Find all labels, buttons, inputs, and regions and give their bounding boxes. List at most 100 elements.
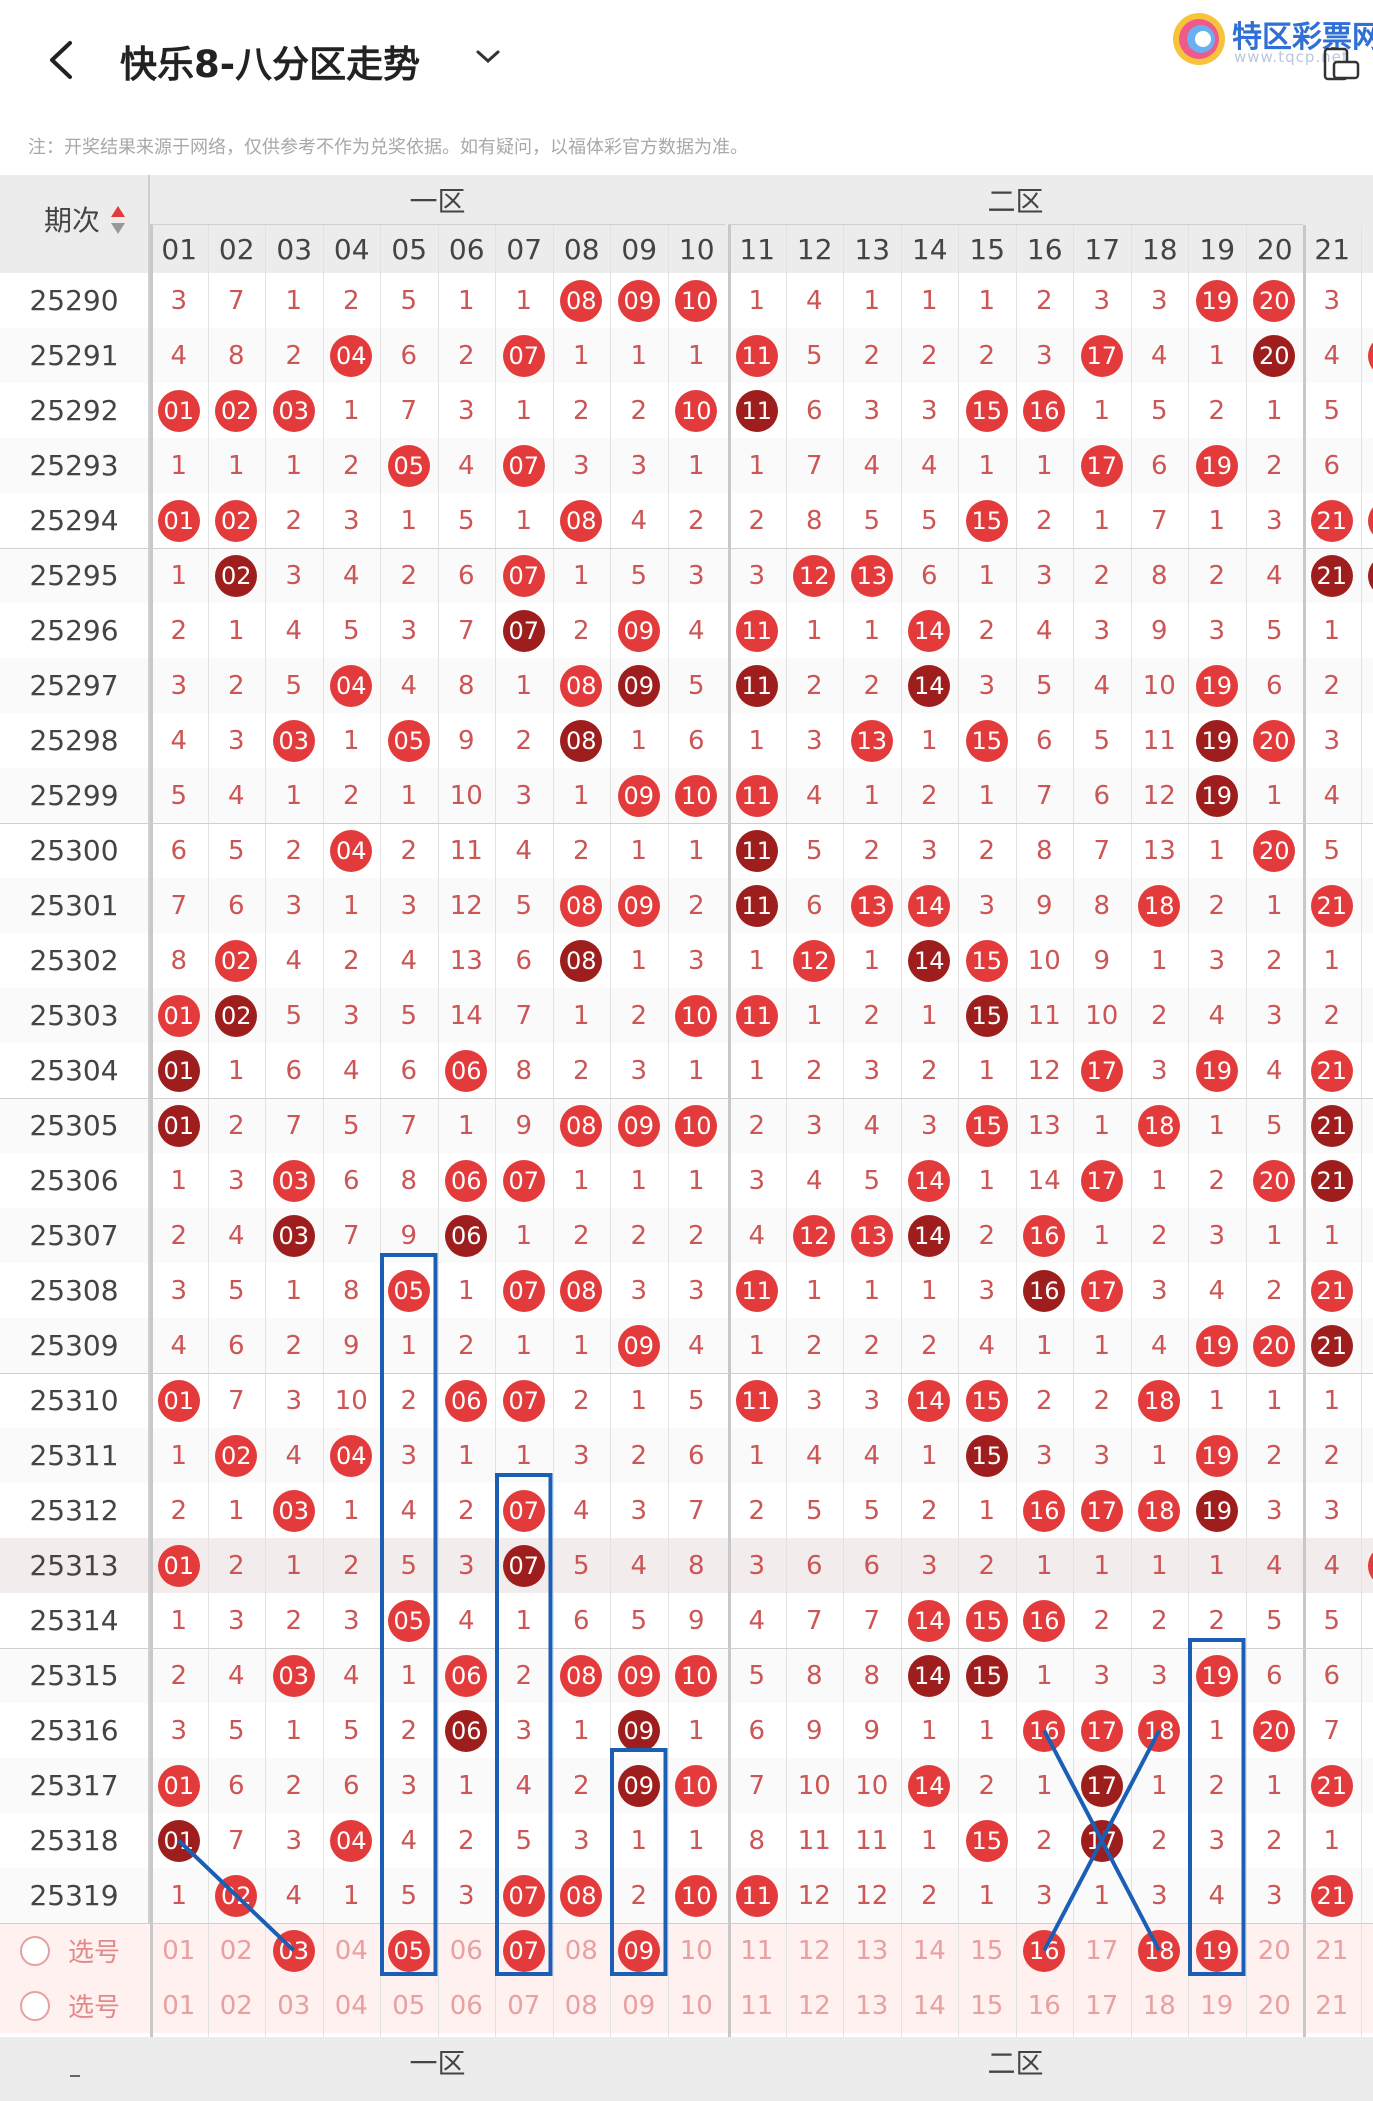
- hit-ball[interactable]: 16: [1023, 1709, 1066, 1752]
- hit-ball[interactable]: 09: [617, 1709, 660, 1752]
- hit-ball[interactable]: 11: [735, 884, 778, 927]
- hit-ball[interactable]: 20: [1253, 1324, 1296, 1367]
- hit-ball[interactable]: 22: [1368, 554, 1373, 597]
- select-number[interactable]: 09: [622, 1990, 656, 2021]
- hit-ball[interactable]: 12: [793, 939, 836, 982]
- hit-ball[interactable]: 02: [215, 1434, 258, 1477]
- hit-ball[interactable]: 11: [735, 664, 778, 707]
- hit-ball[interactable]: 07: [502, 1544, 545, 1587]
- hit-ball[interactable]: 11: [735, 994, 778, 1037]
- hit-ball[interactable]: 04: [330, 334, 373, 377]
- hit-ball[interactable]: 19: [1195, 719, 1238, 762]
- hit-ball[interactable]: 18: [1138, 1709, 1181, 1752]
- hit-ball[interactable]: 19: [1195, 1489, 1238, 1532]
- hit-ball[interactable]: 16: [1023, 1214, 1066, 1257]
- hit-ball[interactable]: 16: [1023, 1599, 1066, 1642]
- select-number[interactable]: 18: [1142, 1990, 1176, 2021]
- hit-ball[interactable]: 09: [617, 664, 660, 707]
- hit-ball[interactable]: 11: [735, 1379, 778, 1422]
- select-number[interactable]: 04: [334, 1990, 368, 2021]
- hit-ball[interactable]: 15: [965, 499, 1008, 542]
- hit-ball[interactable]: 09: [617, 1324, 660, 1367]
- select-number[interactable]: 10: [679, 1990, 713, 2021]
- select-number[interactable]: 15: [970, 1935, 1004, 1966]
- select-number[interactable]: 02: [219, 1935, 253, 1966]
- select-number[interactable]: 05: [392, 1990, 426, 2021]
- hit-ball[interactable]: 08: [560, 939, 603, 982]
- select-number[interactable]: 20: [1257, 1935, 1291, 1966]
- select-number[interactable]: 16: [1027, 1990, 1061, 2021]
- hit-ball[interactable]: 04: [330, 664, 373, 707]
- hit-ball[interactable]: 16: [1023, 1489, 1066, 1532]
- select-number[interactable]: 15: [970, 1990, 1004, 2021]
- hit-ball[interactable]: 02: [215, 389, 258, 432]
- hit-ball[interactable]: 21: [1310, 1764, 1353, 1807]
- sort-icon[interactable]: [110, 205, 126, 235]
- hit-ball[interactable]: 15: [965, 1654, 1008, 1697]
- chevron-down-icon[interactable]: [475, 48, 501, 66]
- hit-ball[interactable]: 22: [1368, 334, 1373, 377]
- hit-ball[interactable]: 21: [1310, 884, 1353, 927]
- hit-ball[interactable]: 06: [445, 1709, 488, 1752]
- select-number[interactable]: 13: [855, 1935, 889, 1966]
- hit-ball[interactable]: 11: [735, 774, 778, 817]
- hit-ball[interactable]: 14: [908, 884, 951, 927]
- hit-ball[interactable]: 10: [675, 1764, 718, 1807]
- hit-ball[interactable]: 07: [502, 1269, 545, 1312]
- hit-ball[interactable]: 10: [675, 389, 718, 432]
- hit-ball[interactable]: 17: [1080, 1049, 1123, 1092]
- hit-ball[interactable]: 17: [1080, 1159, 1123, 1202]
- hit-ball[interactable]: 07: [502, 1874, 545, 1917]
- hit-ball[interactable]: 06: [445, 1379, 488, 1422]
- select-number[interactable]: 08: [564, 1990, 598, 2021]
- hit-ball[interactable]: 01: [157, 389, 200, 432]
- select-number[interactable]: 06: [449, 1935, 483, 1966]
- hit-ball[interactable]: 03: [272, 719, 315, 762]
- hit-ball[interactable]: 07: [502, 334, 545, 377]
- hit-ball[interactable]: 19: [1195, 444, 1238, 487]
- hit-ball[interactable]: 05: [387, 719, 430, 762]
- hit-ball[interactable]: 21: [1310, 1874, 1353, 1917]
- hit-ball[interactable]: 07: [502, 609, 545, 652]
- hit-ball[interactable]: 15: [965, 389, 1008, 432]
- select-radio[interactable]: [20, 1936, 50, 1966]
- hit-ball[interactable]: 19: [1195, 774, 1238, 817]
- hit-ball[interactable]: 17: [1080, 1819, 1123, 1862]
- hit-ball[interactable]: 13: [850, 554, 893, 597]
- hit-ball[interactable]: 01: [157, 1544, 200, 1587]
- hit-ball[interactable]: 20: [1253, 1159, 1296, 1202]
- hit-ball[interactable]: 21: [1310, 1104, 1353, 1147]
- hit-ball[interactable]: 22: [1368, 1544, 1373, 1587]
- hit-ball[interactable]: 13: [850, 1214, 893, 1257]
- hit-ball[interactable]: 20: [1253, 1709, 1296, 1752]
- hit-ball[interactable]: 11: [735, 1269, 778, 1312]
- hit-ball[interactable]: 05: [387, 444, 430, 487]
- hit-ball[interactable]: 21: [1310, 1049, 1353, 1092]
- hit-ball[interactable]: 01: [157, 1764, 200, 1807]
- hit-ball[interactable]: 04: [330, 829, 373, 872]
- hit-ball[interactable]: 02: [215, 499, 258, 542]
- hit-ball[interactable]: 13: [850, 719, 893, 762]
- select-number[interactable]: 11: [740, 1935, 774, 1966]
- hit-ball[interactable]: 12: [793, 554, 836, 597]
- select-number[interactable]: 17: [1085, 1990, 1119, 2021]
- select-number[interactable]: 06: [449, 1990, 483, 2021]
- hit-ball[interactable]: 14: [908, 1599, 951, 1642]
- select-number[interactable]: 04: [334, 1935, 368, 1966]
- hit-ball[interactable]: 03: [272, 389, 315, 432]
- hit-ball[interactable]: 19: [1195, 664, 1238, 707]
- hit-ball[interactable]: 08: [560, 1104, 603, 1147]
- hit-ball[interactable]: 15: [965, 1379, 1008, 1422]
- hit-ball[interactable]: 01: [157, 994, 200, 1037]
- hit-ball[interactable]: 11: [735, 389, 778, 432]
- hit-ball[interactable]: 01: [157, 1819, 200, 1862]
- hit-ball[interactable]: 19: [1195, 1654, 1238, 1697]
- select-number[interactable]: 08: [564, 1935, 598, 1966]
- hit-ball[interactable]: 19: [1195, 279, 1238, 322]
- hit-ball[interactable]: 11: [735, 609, 778, 652]
- hit-ball[interactable]: 12: [793, 1214, 836, 1257]
- hit-ball[interactable]: 18: [1138, 1104, 1181, 1147]
- hit-ball[interactable]: 13: [850, 884, 893, 927]
- hit-ball[interactable]: 06: [445, 1049, 488, 1092]
- hit-ball[interactable]: 14: [908, 664, 951, 707]
